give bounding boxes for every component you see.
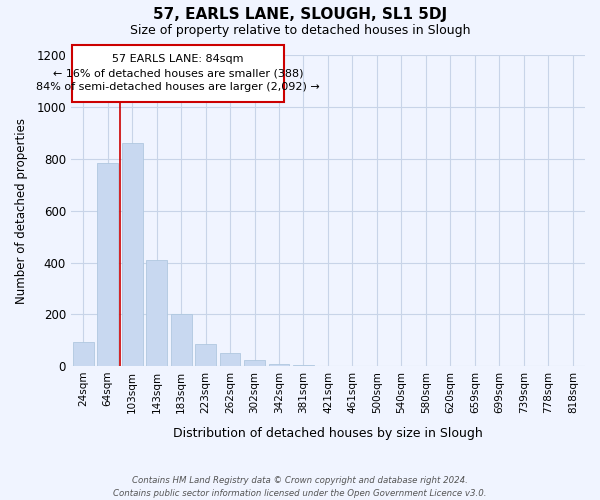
Bar: [195, 344, 216, 366]
Y-axis label: Number of detached properties: Number of detached properties: [15, 118, 28, 304]
X-axis label: Distribution of detached houses by size in Slough: Distribution of detached houses by size …: [173, 427, 483, 440]
Text: 57 EARLS LANE: 84sqm
← 16% of detached houses are smaller (388)
84% of semi-deta: 57 EARLS LANE: 84sqm ← 16% of detached h…: [36, 54, 320, 92]
Bar: [170, 314, 191, 366]
Text: Contains HM Land Registry data © Crown copyright and database right 2024.
Contai: Contains HM Land Registry data © Crown c…: [113, 476, 487, 498]
Text: Size of property relative to detached houses in Slough: Size of property relative to detached ho…: [130, 24, 470, 37]
Bar: [122, 144, 143, 366]
Bar: [269, 364, 289, 366]
Bar: [146, 260, 167, 366]
Bar: [97, 163, 118, 366]
Text: 57, EARLS LANE, SLOUGH, SL1 5DJ: 57, EARLS LANE, SLOUGH, SL1 5DJ: [153, 8, 447, 22]
Bar: [73, 342, 94, 366]
Bar: [220, 352, 241, 366]
FancyBboxPatch shape: [72, 45, 284, 102]
Bar: [244, 360, 265, 366]
